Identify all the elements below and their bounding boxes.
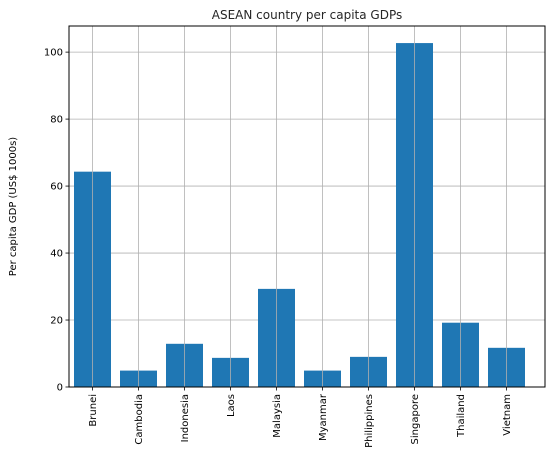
y-axis-ticks: 0 20 40 60 80 100 (44, 48, 69, 394)
x-tick-label: Thailand (456, 394, 467, 438)
y-tick-label: 0 (57, 383, 63, 394)
x-tick-label: Myanmar (318, 393, 329, 441)
bars (74, 43, 525, 387)
vertical-grid-lines (92, 26, 507, 387)
chart-title: ASEAN country per capita GDPs (212, 8, 402, 22)
x-tick-label: Singapore (410, 394, 421, 444)
x-tick-label: Malaysia (272, 394, 283, 438)
x-tick-label: Cambodia (134, 394, 145, 445)
y-tick-label: 60 (50, 182, 63, 193)
y-axis-label: Per capita GDP (US$ 1000s) (8, 137, 19, 277)
y-tick-label: 40 (50, 249, 63, 260)
x-tick-label: Laos (226, 394, 237, 417)
y-tick-label: 100 (44, 48, 63, 59)
plot-frame (68, 25, 546, 388)
y-tick-label: 20 (50, 316, 63, 327)
x-axis-ticks: Brunei Cambodia Indonesia Laos Malaysia Myanm… (88, 387, 513, 448)
x-tick-label: Brunei (88, 394, 99, 427)
x-tick-label: Indonesia (180, 394, 191, 442)
x-tick-label: Vietnam (502, 394, 513, 436)
x-tick-label: Philippines (364, 394, 375, 448)
y-tick-label: 80 (50, 115, 63, 126)
